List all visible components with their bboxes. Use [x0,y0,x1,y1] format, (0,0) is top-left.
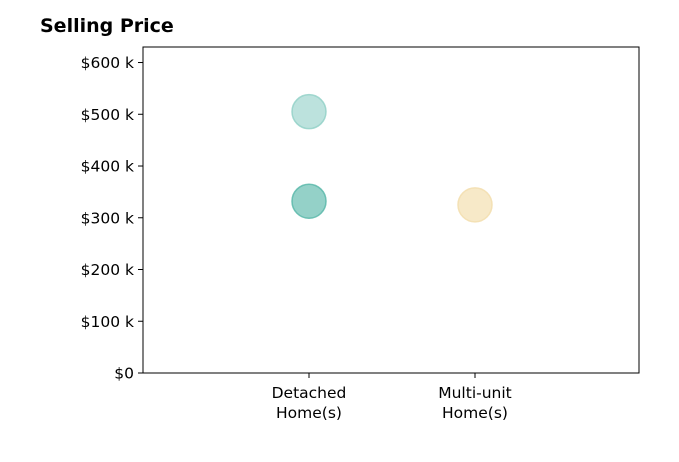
y-tick-label: $100 k [81,313,134,331]
y-tick-label: $600 k [81,54,134,72]
x-axis: Detached Home(s) Multi-unit Home(s) [272,373,512,422]
data-points [291,93,493,223]
x-tick-label: Home(s) [276,404,342,422]
data-point [291,183,327,219]
x-tick-label: Detached [272,384,347,402]
y-tick-label: $400 k [81,158,134,176]
plot-frame [142,46,640,374]
data-point [291,93,327,130]
y-tick-label: $500 k [81,106,134,124]
y-tick-label: $200 k [81,261,134,279]
data-point [457,187,493,223]
y-axis: $0 $100 k $200 k $300 k $400 k $500 k $600 k [81,54,143,383]
x-tick-label: Multi-unit [438,384,512,402]
y-tick-label: $300 k [81,209,134,227]
y-tick-label: $0 [114,365,134,383]
chart-title: Selling Price [40,15,174,37]
x-tick-label: Home(s) [442,404,508,422]
